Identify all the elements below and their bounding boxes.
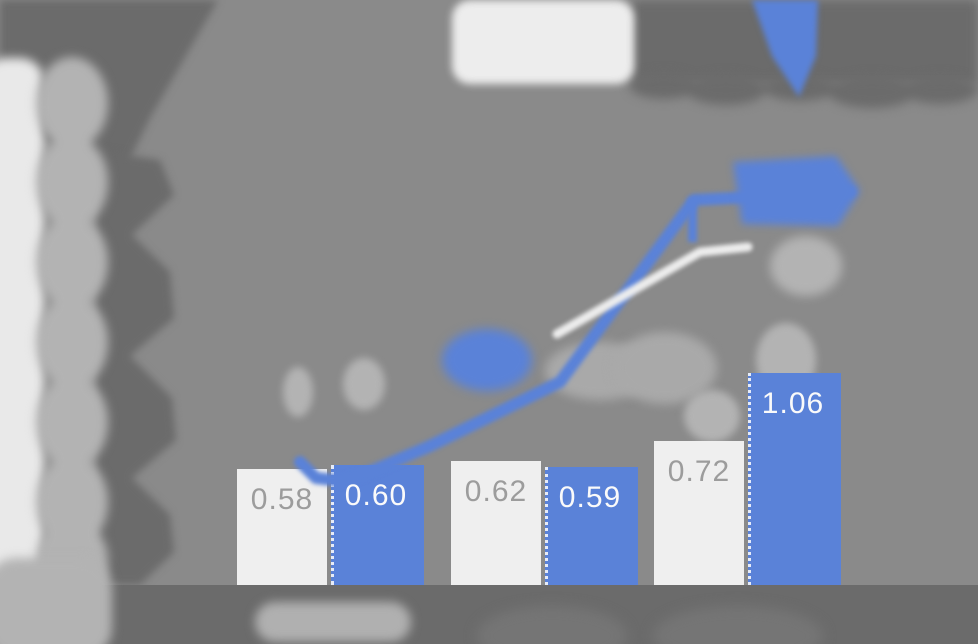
bar-blue-3 [748, 373, 841, 585]
bar-light-1 [237, 469, 327, 585]
bar-light-2 [451, 461, 541, 585]
bottom-left-label-blob [0, 558, 112, 644]
bar-blue-1 [331, 465, 424, 585]
legend [452, 0, 978, 108]
title-text-blob [0, 0, 218, 206]
legend-swatch-light [452, 0, 634, 84]
x-axis-label-blob-2 [477, 606, 627, 644]
axis-edge-blob [96, 150, 176, 585]
bar-light-3 [654, 441, 744, 585]
x-axis-label-blob-3 [653, 606, 823, 644]
y-axis-labels-blob [36, 57, 108, 600]
legend-blob-wave [630, 73, 978, 108]
x-axis-label-blob-1 [255, 602, 411, 642]
legend-swatch-blue [752, 0, 818, 97]
y-axis-labels-blob-light [0, 58, 44, 582]
bar-blue-2 [545, 467, 638, 585]
